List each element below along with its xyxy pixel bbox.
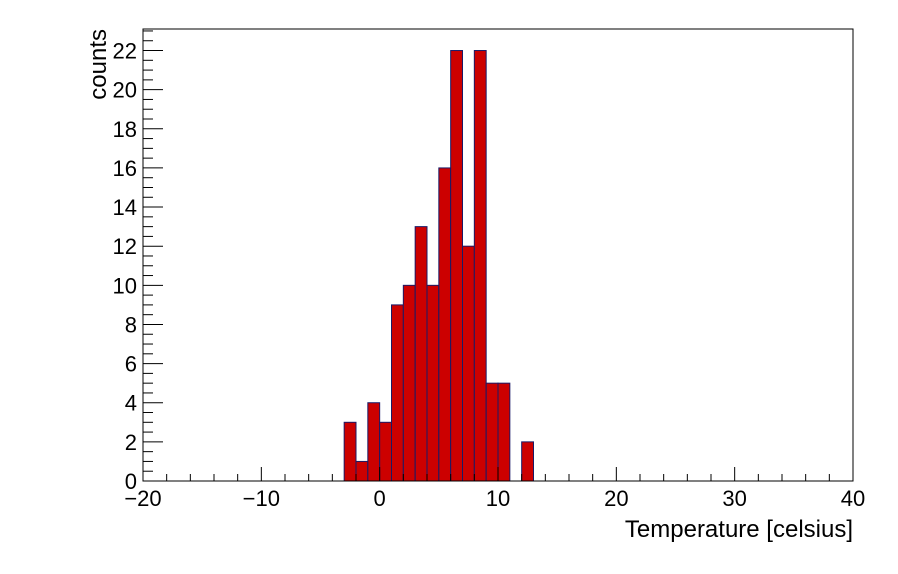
histogram-bar xyxy=(343,421,357,482)
histogram-bar xyxy=(367,402,381,482)
histogram-bar xyxy=(485,382,499,482)
y-tick-labels: 0 2 4 6 8 10 12 14 16 18 20 22 xyxy=(113,39,137,494)
histogram-bar xyxy=(450,50,463,482)
y-tick-label: 6 xyxy=(125,352,137,377)
histogram-bar xyxy=(497,382,511,482)
histogram-bar xyxy=(462,245,475,482)
histogram-bar xyxy=(355,460,369,482)
y-axis-title: counts xyxy=(85,29,112,100)
x-tick-labels: −20 −10 0 10 20 30 40 xyxy=(124,486,865,511)
histogram-bar xyxy=(473,50,487,482)
y-tick-label: 0 xyxy=(125,469,137,494)
y-tick-label: 8 xyxy=(125,312,137,337)
x-axis-ticks xyxy=(142,467,854,481)
y-axis-ticks xyxy=(143,30,163,482)
y-tick-label: 2 xyxy=(125,430,137,455)
x-tick-label: −20 xyxy=(124,486,161,511)
histogram-bar xyxy=(379,421,392,482)
histogram-bar xyxy=(438,167,452,482)
histogram-bar xyxy=(414,226,428,482)
x-tick-label: 40 xyxy=(841,486,865,511)
x-tick-label: 20 xyxy=(604,486,628,511)
histogram-bar xyxy=(402,284,416,482)
y-tick-label: 10 xyxy=(113,273,137,298)
x-tick-label: −10 xyxy=(243,486,280,511)
x-tick-label: 30 xyxy=(722,486,746,511)
histogram-bar xyxy=(521,441,535,482)
x-axis-title: Temperature [celsius] xyxy=(625,516,853,543)
y-tick-label: 20 xyxy=(113,78,137,103)
histogram-bar xyxy=(426,284,440,482)
plot-frame xyxy=(142,28,854,482)
y-tick-label: 22 xyxy=(113,39,137,64)
x-tick-label: 0 xyxy=(374,486,386,511)
y-tick-label: 12 xyxy=(113,234,137,259)
histogram-bar xyxy=(391,304,404,482)
y-tick-label: 14 xyxy=(113,195,137,220)
histogram-bars xyxy=(343,50,535,482)
y-tick-label: 4 xyxy=(125,391,137,416)
y-tick-label: 18 xyxy=(113,117,137,142)
y-tick-label: 16 xyxy=(113,156,137,181)
x-tick-label: 10 xyxy=(486,486,510,511)
